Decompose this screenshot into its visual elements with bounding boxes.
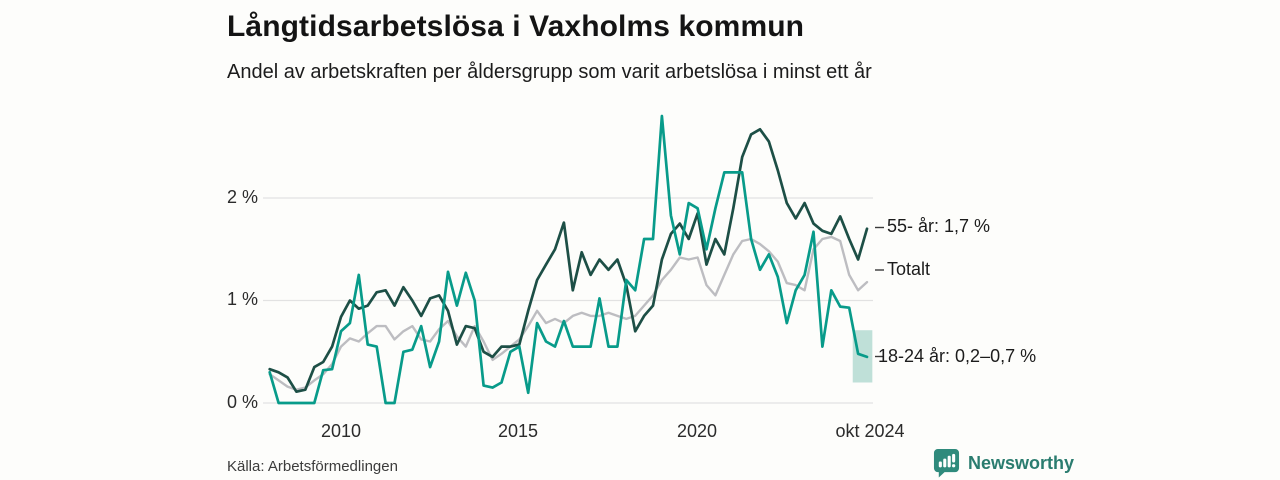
brand-name: Newsworthy bbox=[968, 452, 1075, 473]
series-label-totalt: Totalt bbox=[887, 259, 931, 279]
series-label-55-ar: 55- år: 1,7 % bbox=[887, 216, 991, 236]
x-axis-tick-okt-2024: okt 2024 bbox=[835, 421, 905, 441]
newsworthy-logo[interactable]: Newsworthy bbox=[933, 447, 1074, 479]
y-axis-tick-1: 1 % bbox=[226, 289, 258, 309]
x-axis-tick-2010: 2010 bbox=[320, 421, 362, 441]
x-axis-tick-2020: 2020 bbox=[676, 421, 718, 441]
bar-chart-pin-icon bbox=[933, 448, 960, 478]
page-title: Långtidsarbetslösa i Vaxholms kommun bbox=[227, 10, 805, 43]
y-axis-tick-0: 0 % bbox=[226, 392, 258, 412]
chart-subtitle: Andel av arbetskraften per åldersgrupp s… bbox=[227, 61, 872, 83]
series-label-18-24-ar: 18-24 år: 0,2–0,7 % bbox=[878, 346, 1037, 366]
source-note: Källa: Arbetsförmedlingen bbox=[227, 458, 398, 475]
x-axis-tick-2015: 2015 bbox=[497, 421, 539, 441]
y-axis-tick-2: 2 % bbox=[226, 187, 258, 207]
